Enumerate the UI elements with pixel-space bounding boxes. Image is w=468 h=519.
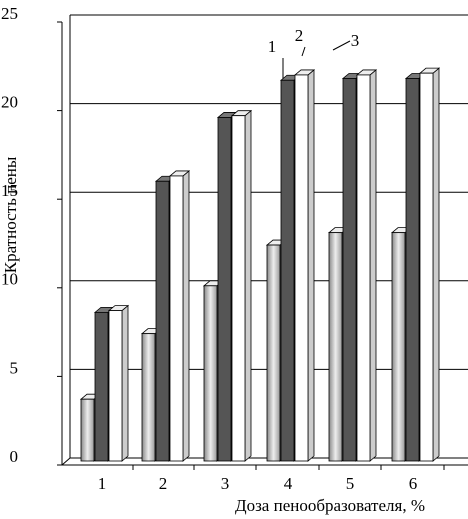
- bar-side: [244, 109, 252, 462]
- bar-side: [121, 304, 129, 462]
- series-label: 1: [268, 37, 277, 56]
- bar-front: [280, 79, 295, 462]
- x-tick-label: 3: [221, 474, 230, 493]
- bar-front: [405, 78, 420, 462]
- y-tick-label: 10: [1, 270, 18, 289]
- bar-side: [182, 170, 190, 462]
- bar-front: [141, 333, 156, 462]
- bar-front: [231, 115, 246, 462]
- bar-front: [356, 74, 371, 462]
- bar-front: [294, 74, 309, 462]
- bar: [230, 109, 253, 462]
- series-label: 2: [295, 26, 304, 45]
- bar: [168, 170, 191, 462]
- y-tick-label: 0: [10, 447, 19, 466]
- bar: [418, 67, 441, 462]
- bar-front: [342, 78, 357, 462]
- bar-front: [155, 180, 170, 462]
- series-label: 3: [351, 31, 360, 50]
- y-axis-title: Кратность пены: [1, 156, 20, 273]
- bar: [355, 69, 378, 462]
- y-tick-label: 15: [1, 181, 18, 200]
- x-tick-label: 1: [98, 474, 107, 493]
- bar-front: [80, 398, 95, 462]
- bar-front: [203, 285, 218, 462]
- bar-side: [432, 67, 440, 462]
- bar-front: [108, 310, 123, 462]
- bar: [107, 304, 130, 462]
- x-tick-label: 4: [284, 474, 293, 493]
- bar-front: [266, 244, 281, 462]
- leader-line: [301, 46, 306, 57]
- bar-front: [328, 232, 343, 462]
- bar-side: [369, 69, 377, 462]
- x-tick-label: 6: [409, 474, 418, 493]
- x-tick-label: 2: [159, 474, 168, 493]
- bar-side: [307, 69, 315, 462]
- y-tick-label: 5: [10, 358, 19, 377]
- bar-front: [391, 232, 406, 462]
- floor-edge: [61, 457, 71, 466]
- x-axis-title: Доза пенообразователя, %: [235, 496, 425, 515]
- y-tick-label: 25: [1, 4, 18, 23]
- x-tick-label: 5: [346, 474, 355, 493]
- bar-front: [419, 72, 434, 462]
- bar-front: [94, 311, 109, 462]
- leader-line: [332, 40, 351, 51]
- bar: [293, 69, 316, 462]
- y-tick-label: 20: [1, 93, 18, 112]
- bar-front: [169, 175, 184, 462]
- bar-front: [217, 117, 232, 462]
